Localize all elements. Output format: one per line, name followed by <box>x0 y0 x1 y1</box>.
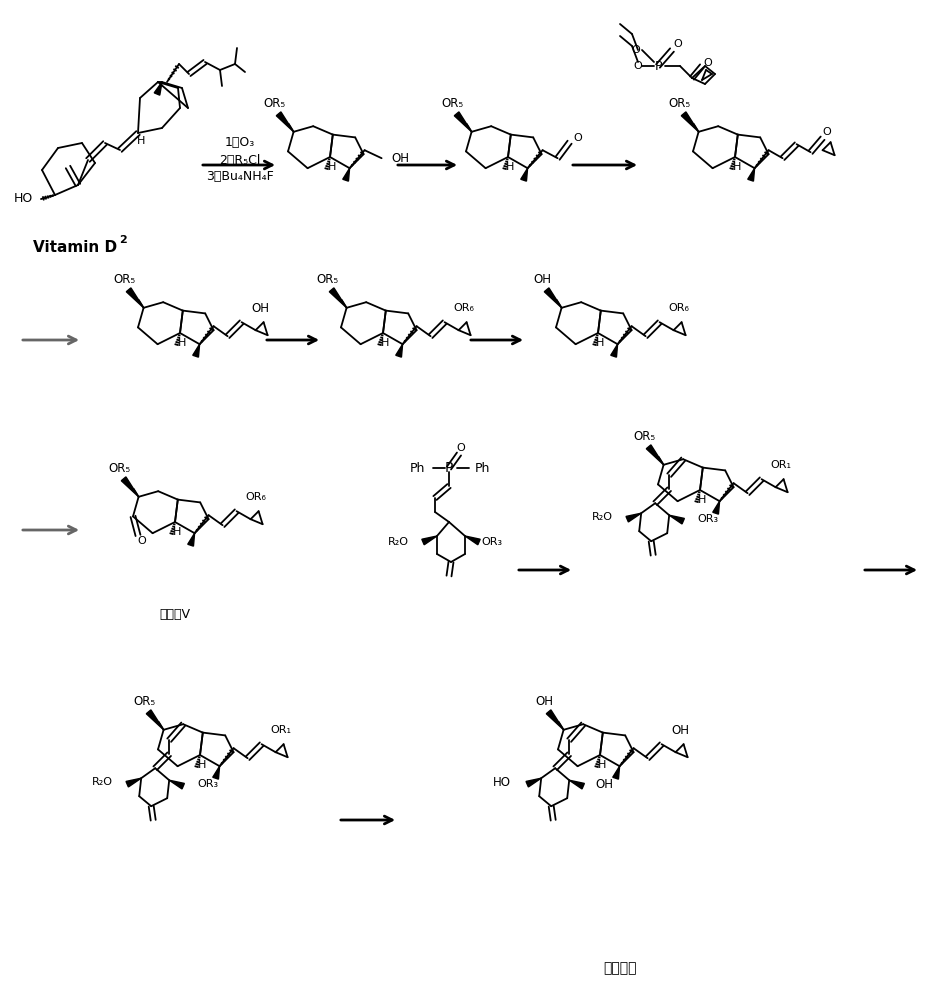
Text: 2: 2 <box>119 235 127 245</box>
Text: Vitamin D: Vitamin D <box>33 240 117 255</box>
Polygon shape <box>521 168 528 181</box>
Text: OR₅: OR₅ <box>317 273 339 286</box>
Text: OR₅: OR₅ <box>263 97 286 110</box>
Polygon shape <box>611 344 617 357</box>
Text: O: O <box>633 61 643 71</box>
Text: H: H <box>177 338 186 348</box>
Text: OH: OH <box>672 724 689 737</box>
Polygon shape <box>169 780 184 789</box>
Text: H: H <box>596 338 604 348</box>
Text: HO: HO <box>14 192 33 206</box>
Text: O: O <box>573 133 583 143</box>
Text: 卡泊三醉: 卡泊三醉 <box>603 961 637 975</box>
Text: OR₆: OR₆ <box>245 492 266 502</box>
Polygon shape <box>330 288 347 308</box>
Polygon shape <box>681 112 699 132</box>
Text: H: H <box>198 760 206 770</box>
Text: OR₃: OR₃ <box>481 537 502 547</box>
Polygon shape <box>454 112 472 132</box>
Polygon shape <box>276 112 293 132</box>
Text: R₂O: R₂O <box>388 537 409 547</box>
Text: O: O <box>673 39 683 49</box>
Text: H: H <box>136 136 145 146</box>
Polygon shape <box>343 168 349 181</box>
Text: P: P <box>654 60 662 73</box>
Polygon shape <box>526 778 541 787</box>
Polygon shape <box>646 445 663 465</box>
Polygon shape <box>545 288 561 308</box>
Text: OH: OH <box>535 695 554 708</box>
Text: 1、O₃: 1、O₃ <box>225 136 255 149</box>
Polygon shape <box>192 344 200 357</box>
Text: Ph: Ph <box>410 462 425 475</box>
Text: OH: OH <box>533 273 552 286</box>
Polygon shape <box>713 501 719 514</box>
Text: OR₁: OR₁ <box>771 460 791 470</box>
Text: R₂O: R₂O <box>592 512 614 522</box>
Text: O: O <box>137 536 147 546</box>
Polygon shape <box>613 766 619 779</box>
Polygon shape <box>626 513 642 522</box>
Text: 中间体V: 中间体V <box>160 608 191 621</box>
Text: OR₅: OR₅ <box>669 97 690 110</box>
Text: OR₃: OR₃ <box>197 779 219 789</box>
Text: Ph: Ph <box>475 462 490 475</box>
Polygon shape <box>121 477 138 497</box>
Polygon shape <box>422 536 437 545</box>
Text: OR₅: OR₅ <box>134 695 156 708</box>
Text: OR₅: OR₅ <box>633 430 656 443</box>
Text: O: O <box>703 58 713 68</box>
Polygon shape <box>569 780 585 789</box>
Text: OR₆: OR₆ <box>668 303 689 313</box>
Polygon shape <box>188 533 194 546</box>
Text: OR₆: OR₆ <box>453 303 474 313</box>
Polygon shape <box>748 168 755 181</box>
Text: 2、R₅Cl: 2、R₅Cl <box>219 153 261 166</box>
Text: H: H <box>506 162 515 172</box>
Text: H: H <box>598 760 606 770</box>
Text: H: H <box>698 495 706 505</box>
Polygon shape <box>546 710 563 730</box>
Text: OR₅: OR₅ <box>114 273 135 286</box>
Text: H: H <box>328 162 336 172</box>
Text: OR₅: OR₅ <box>108 462 131 475</box>
Polygon shape <box>669 515 685 524</box>
Text: H: H <box>381 338 389 348</box>
Text: OR₃: OR₃ <box>697 514 718 524</box>
Text: H: H <box>733 162 742 172</box>
Text: O: O <box>822 127 831 137</box>
Text: O: O <box>457 443 465 453</box>
Text: R₂O: R₂O <box>92 777 113 787</box>
Text: 3、Bu₄NH₄F: 3、Bu₄NH₄F <box>206 170 274 184</box>
Polygon shape <box>154 82 162 95</box>
Text: OH: OH <box>595 778 614 791</box>
Text: H: H <box>173 527 181 537</box>
Text: P: P <box>445 461 453 475</box>
Text: O: O <box>631 45 641 55</box>
Polygon shape <box>465 536 480 545</box>
Polygon shape <box>126 778 141 787</box>
Text: HO: HO <box>493 776 511 789</box>
Text: OH: OH <box>251 302 270 315</box>
Polygon shape <box>147 710 163 730</box>
Text: OR₁: OR₁ <box>270 725 291 735</box>
Text: OR₅: OR₅ <box>442 97 463 110</box>
Polygon shape <box>396 344 403 357</box>
Polygon shape <box>126 288 144 308</box>
Text: OH: OH <box>391 152 410 165</box>
Polygon shape <box>213 766 219 779</box>
